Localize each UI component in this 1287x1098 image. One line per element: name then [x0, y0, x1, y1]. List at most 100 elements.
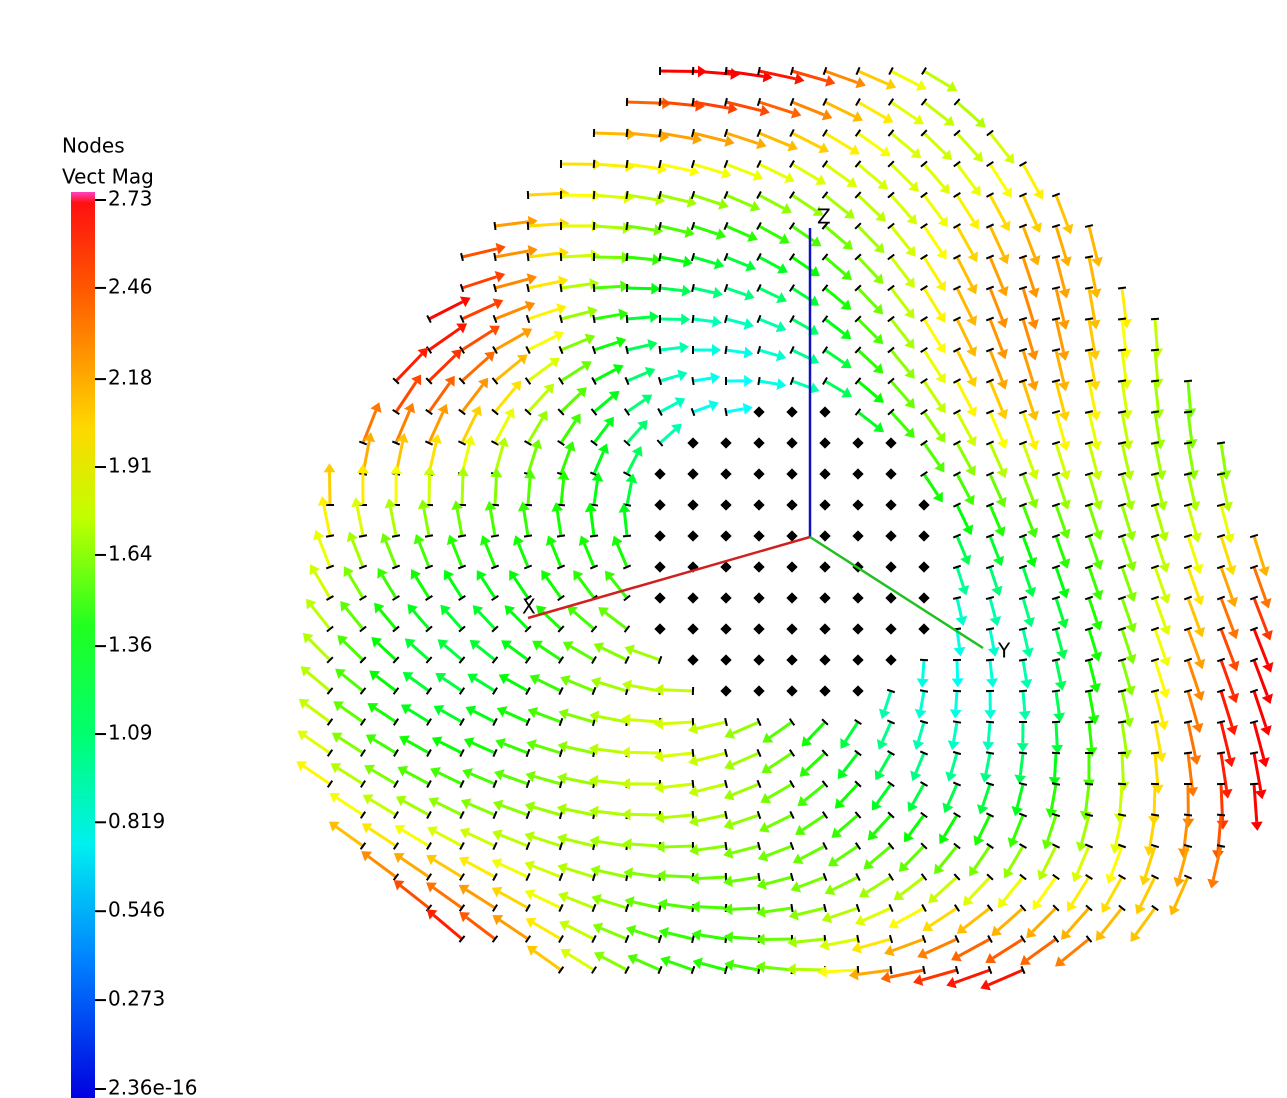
vector-shaft [896, 908, 924, 923]
vector-shaft [306, 704, 330, 722]
vector-shaft [827, 970, 858, 972]
vector-glyph [753, 437, 764, 448]
vector-shaft [630, 720, 660, 722]
vector-head [1055, 681, 1067, 691]
vector-base [1085, 628, 1093, 630]
vector-base [560, 873, 563, 880]
vector-base [626, 160, 627, 168]
vector-shaft [726, 350, 745, 353]
vector-base [660, 98, 661, 106]
vector-shaft [357, 506, 363, 536]
vector-shaft [858, 288, 877, 308]
vector-glyph [654, 530, 665, 541]
vector-glyph [753, 654, 764, 665]
vector-shaft [957, 257, 972, 286]
vector-glyph [753, 561, 764, 572]
vector-head [1189, 755, 1201, 765]
vector-shaft [732, 877, 759, 881]
vector-shaft [1027, 939, 1056, 960]
vector-base [627, 315, 628, 323]
vector-head [1207, 879, 1219, 889]
vector-shaft [1122, 598, 1131, 624]
vector-base [1184, 628, 1192, 631]
vector-base [1250, 784, 1258, 785]
vector-shaft [957, 164, 975, 189]
vector-shaft [1089, 505, 1098, 532]
vector-shaft [568, 681, 594, 691]
vector-shaft [957, 505, 968, 527]
vector-shaft [1155, 629, 1165, 658]
vector-shaft [546, 577, 561, 598]
vector-glyph [918, 561, 929, 572]
vector-shaft [663, 722, 693, 724]
vector-shaft [825, 257, 845, 274]
vector-shaft [940, 846, 957, 867]
vector-base [1085, 722, 1093, 723]
vector-base [986, 597, 994, 599]
vector-shaft [378, 643, 396, 660]
vector-shaft [858, 164, 881, 184]
vector-base [1019, 411, 1027, 414]
vector-base [1250, 659, 1257, 662]
vector-shaft [935, 877, 957, 897]
vector-shaft [957, 660, 958, 678]
vector-shaft [462, 476, 463, 505]
vector-head [712, 316, 722, 328]
vector-shaft [990, 257, 1003, 288]
vector-shaft [528, 478, 530, 505]
vector-shaft [799, 877, 825, 887]
vector-base [725, 346, 726, 354]
vector-shaft [561, 480, 564, 505]
vector-base [1085, 659, 1093, 661]
vector-shaft [1086, 784, 1089, 811]
vector-base [1118, 566, 1126, 569]
vector-shaft [666, 904, 693, 908]
vector-glyph [786, 468, 797, 479]
vector-glyph [687, 468, 698, 479]
vector-base [1217, 752, 1225, 753]
vector-glyph [852, 623, 863, 634]
vector-base [692, 129, 694, 137]
vector-base [791, 842, 794, 849]
vector-shaft [1056, 629, 1062, 651]
vector-glyph [819, 406, 830, 417]
vector-base [1019, 225, 1026, 228]
vector-shaft [341, 706, 363, 722]
vector-shaft [841, 784, 858, 802]
vector-glyph [852, 592, 863, 603]
vector-base [1184, 504, 1192, 506]
vector-shaft [990, 598, 995, 618]
vector-base [1019, 287, 1027, 289]
vector-shaft [693, 226, 718, 234]
vector-base [725, 718, 727, 726]
vector-shaft [561, 195, 592, 196]
vector-shaft [627, 345, 649, 350]
vector-shaft [568, 954, 594, 970]
vector-shaft [1155, 598, 1165, 627]
vector-shaft [990, 412, 1002, 441]
vector-base [659, 935, 661, 943]
vector-glyph [885, 561, 896, 572]
vector-shaft [627, 226, 654, 230]
vector-shaft [924, 350, 941, 376]
vector-head [948, 740, 960, 750]
vector-shaft [634, 931, 660, 939]
vector-shaft [808, 722, 825, 740]
vector-glyph [720, 685, 731, 696]
vector-shaft [495, 477, 496, 505]
vector-shaft [500, 920, 528, 939]
vector-head [881, 971, 891, 983]
vector-shaft [924, 257, 941, 284]
vector-shaft [956, 691, 957, 710]
vector-base [1250, 690, 1258, 693]
vector-shaft [733, 722, 759, 733]
vector-shaft [957, 381, 972, 409]
vector-shaft [1056, 691, 1059, 713]
vector-base [1151, 535, 1159, 537]
vector-base [725, 315, 727, 323]
vector-shaft [495, 306, 527, 319]
vector-shaft [969, 877, 990, 899]
vector-head [1017, 743, 1029, 752]
vector-shaft [858, 319, 877, 338]
vector-shaft [315, 572, 330, 598]
